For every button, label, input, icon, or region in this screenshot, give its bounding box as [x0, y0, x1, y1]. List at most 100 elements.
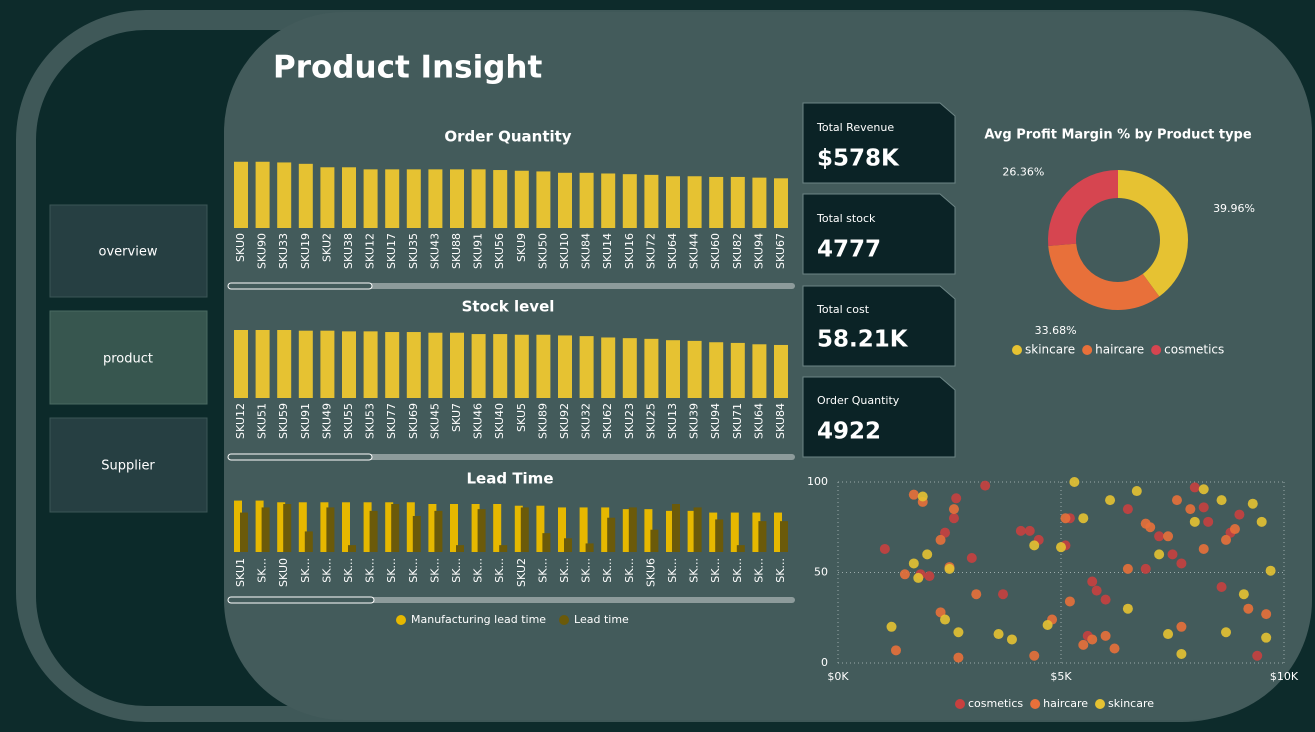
- point: [1163, 531, 1174, 542]
- x-tick-label: SK...: [407, 558, 420, 583]
- point: [1171, 495, 1182, 506]
- y-tick-label: 50: [814, 566, 828, 579]
- bar: [234, 330, 248, 398]
- x-tick-label: SKU6: [644, 558, 657, 587]
- bar: [320, 502, 329, 552]
- x-tick-label: SKU71: [731, 403, 744, 439]
- nav-label[interactable]: overview: [99, 245, 158, 260]
- nav-button[interactable]: [49, 204, 208, 298]
- point: [908, 558, 919, 569]
- x-tick-label: SK...: [450, 558, 463, 583]
- legend-swatch: [1030, 699, 1041, 709]
- x-tick-label: SK...: [364, 558, 377, 583]
- point: [1091, 585, 1102, 596]
- bar: [709, 176, 724, 228]
- scroll-thumb[interactable]: [227, 453, 373, 461]
- x-tick-label: SKU59: [277, 403, 290, 439]
- point: [966, 553, 977, 564]
- point: [1069, 477, 1080, 487]
- bar: [493, 504, 502, 552]
- bar: [752, 512, 761, 552]
- scrollbar[interactable]: [227, 596, 795, 604]
- bar: [644, 174, 659, 228]
- x-tick-label: SKU12: [364, 233, 377, 269]
- bar: [255, 161, 270, 228]
- bar: [320, 167, 335, 228]
- bar: [234, 161, 248, 228]
- point: [1078, 639, 1089, 650]
- point: [1154, 531, 1165, 542]
- bar: [320, 330, 335, 398]
- x-tick-label: SKU51: [256, 403, 269, 439]
- x-tick-label: SKU35: [407, 233, 420, 269]
- x-tick-label: SK...: [493, 558, 506, 583]
- x-tick-label: SKU40: [493, 403, 506, 439]
- point: [1131, 486, 1142, 497]
- scrollbar[interactable]: [227, 282, 795, 290]
- x-tick-label: SKU69: [407, 403, 420, 439]
- point: [899, 569, 910, 580]
- point: [1024, 525, 1035, 536]
- x-tick-label: SKU2: [320, 233, 333, 262]
- x-tick-label: SKU38: [342, 233, 355, 269]
- kpi-label: Order Quantity: [817, 394, 900, 407]
- x-tick-label: SKU64: [752, 403, 765, 439]
- point: [1198, 543, 1209, 554]
- kpi-card: [802, 376, 956, 458]
- bar: [601, 173, 616, 228]
- x-tick-label: SKU2: [515, 558, 528, 587]
- point: [917, 491, 928, 502]
- x-tick-label: SKU0: [234, 233, 247, 262]
- point: [940, 527, 951, 538]
- bar: [391, 504, 400, 552]
- x-tick-label: SK...: [623, 558, 636, 583]
- point: [1238, 589, 1249, 600]
- bar: [283, 504, 292, 552]
- point: [1176, 558, 1187, 569]
- kpi-label: Total stock: [816, 212, 876, 225]
- point: [1029, 540, 1040, 551]
- point: [1167, 549, 1178, 560]
- legend-swatch: [1012, 345, 1022, 355]
- scroll-thumb[interactable]: [227, 596, 375, 604]
- bar: [730, 342, 745, 398]
- point: [879, 543, 890, 554]
- nav-button[interactable]: [49, 310, 208, 405]
- bar: [758, 521, 767, 552]
- nav-label[interactable]: Supplier: [101, 459, 155, 474]
- bar: [385, 169, 400, 228]
- legend-label: Lead time: [574, 613, 629, 626]
- bar: [277, 162, 292, 228]
- legend-swatch: [1151, 345, 1162, 355]
- scrollbar[interactable]: [227, 453, 795, 461]
- point: [993, 629, 1004, 640]
- point: [1229, 524, 1240, 535]
- bar: [514, 505, 523, 552]
- point: [940, 614, 951, 625]
- x-tick-label: SKU64: [666, 233, 679, 269]
- donut-slice: [1118, 170, 1188, 297]
- point: [1256, 516, 1267, 527]
- x-tick-label: SKU77: [385, 403, 398, 439]
- scroll-thumb[interactable]: [227, 282, 373, 290]
- point: [1203, 516, 1214, 527]
- x-tick-label: SKU32: [580, 403, 593, 439]
- kpi-card: [802, 102, 956, 184]
- point: [1029, 650, 1040, 661]
- point: [1060, 513, 1071, 524]
- bar: [234, 500, 242, 552]
- bar: [536, 334, 551, 398]
- legend-swatch: [559, 615, 570, 625]
- bar: [730, 512, 739, 552]
- nav-label[interactable]: product: [103, 352, 153, 367]
- x-tick-label: SK...: [709, 558, 722, 583]
- bar: [687, 340, 702, 398]
- point: [971, 589, 982, 600]
- point: [1078, 513, 1089, 524]
- bar: [369, 510, 378, 552]
- bar: [693, 507, 702, 552]
- data-label: 26.36%: [1002, 165, 1044, 178]
- x-tick-label: SKU62: [601, 403, 614, 439]
- bar: [450, 332, 464, 398]
- nav-button[interactable]: [49, 417, 208, 513]
